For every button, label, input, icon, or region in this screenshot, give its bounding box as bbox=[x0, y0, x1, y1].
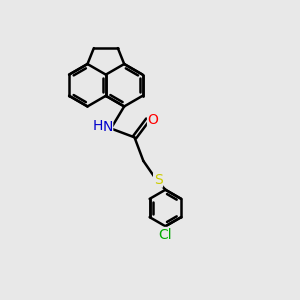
Text: H: H bbox=[92, 119, 103, 133]
Text: S: S bbox=[154, 173, 162, 187]
Text: N: N bbox=[102, 120, 112, 134]
Text: Cl: Cl bbox=[159, 227, 172, 242]
Text: O: O bbox=[148, 113, 158, 127]
